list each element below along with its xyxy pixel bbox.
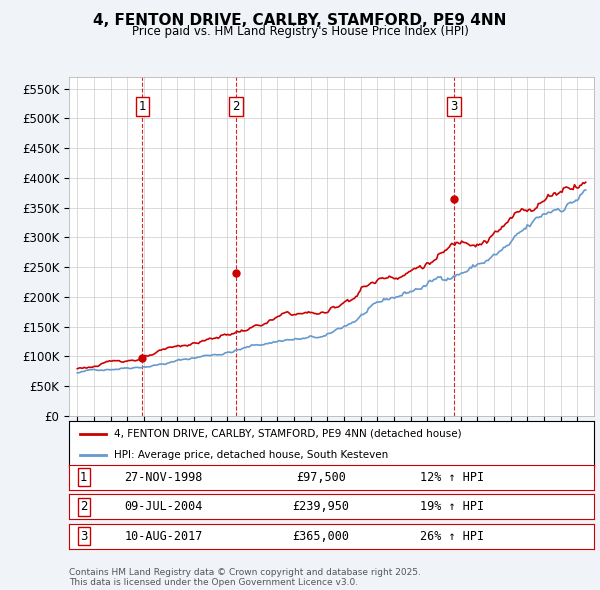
Text: 4, FENTON DRIVE, CARLBY, STAMFORD, PE9 4NN: 4, FENTON DRIVE, CARLBY, STAMFORD, PE9 4…	[94, 13, 506, 28]
Text: 4, FENTON DRIVE, CARLBY, STAMFORD, PE9 4NN (detached house): 4, FENTON DRIVE, CARLBY, STAMFORD, PE9 4…	[113, 429, 461, 439]
Text: £365,000: £365,000	[293, 530, 349, 543]
Text: 1: 1	[80, 471, 88, 484]
Text: 09-JUL-2004: 09-JUL-2004	[124, 500, 203, 513]
Text: 3: 3	[80, 530, 88, 543]
Text: Contains HM Land Registry data © Crown copyright and database right 2025.
This d: Contains HM Land Registry data © Crown c…	[69, 568, 421, 587]
Text: 27-NOV-1998: 27-NOV-1998	[124, 471, 203, 484]
Text: 2: 2	[232, 100, 240, 113]
Text: 3: 3	[451, 100, 458, 113]
Text: 1: 1	[139, 100, 146, 113]
Text: 2: 2	[80, 500, 88, 513]
Text: 12% ↑ HPI: 12% ↑ HPI	[420, 471, 484, 484]
Text: 19% ↑ HPI: 19% ↑ HPI	[420, 500, 484, 513]
Text: 26% ↑ HPI: 26% ↑ HPI	[420, 530, 484, 543]
Text: 10-AUG-2017: 10-AUG-2017	[124, 530, 203, 543]
Text: HPI: Average price, detached house, South Kesteven: HPI: Average price, detached house, Sout…	[113, 450, 388, 460]
Text: £239,950: £239,950	[293, 500, 349, 513]
Text: Price paid vs. HM Land Registry's House Price Index (HPI): Price paid vs. HM Land Registry's House …	[131, 25, 469, 38]
Text: £97,500: £97,500	[296, 471, 346, 484]
